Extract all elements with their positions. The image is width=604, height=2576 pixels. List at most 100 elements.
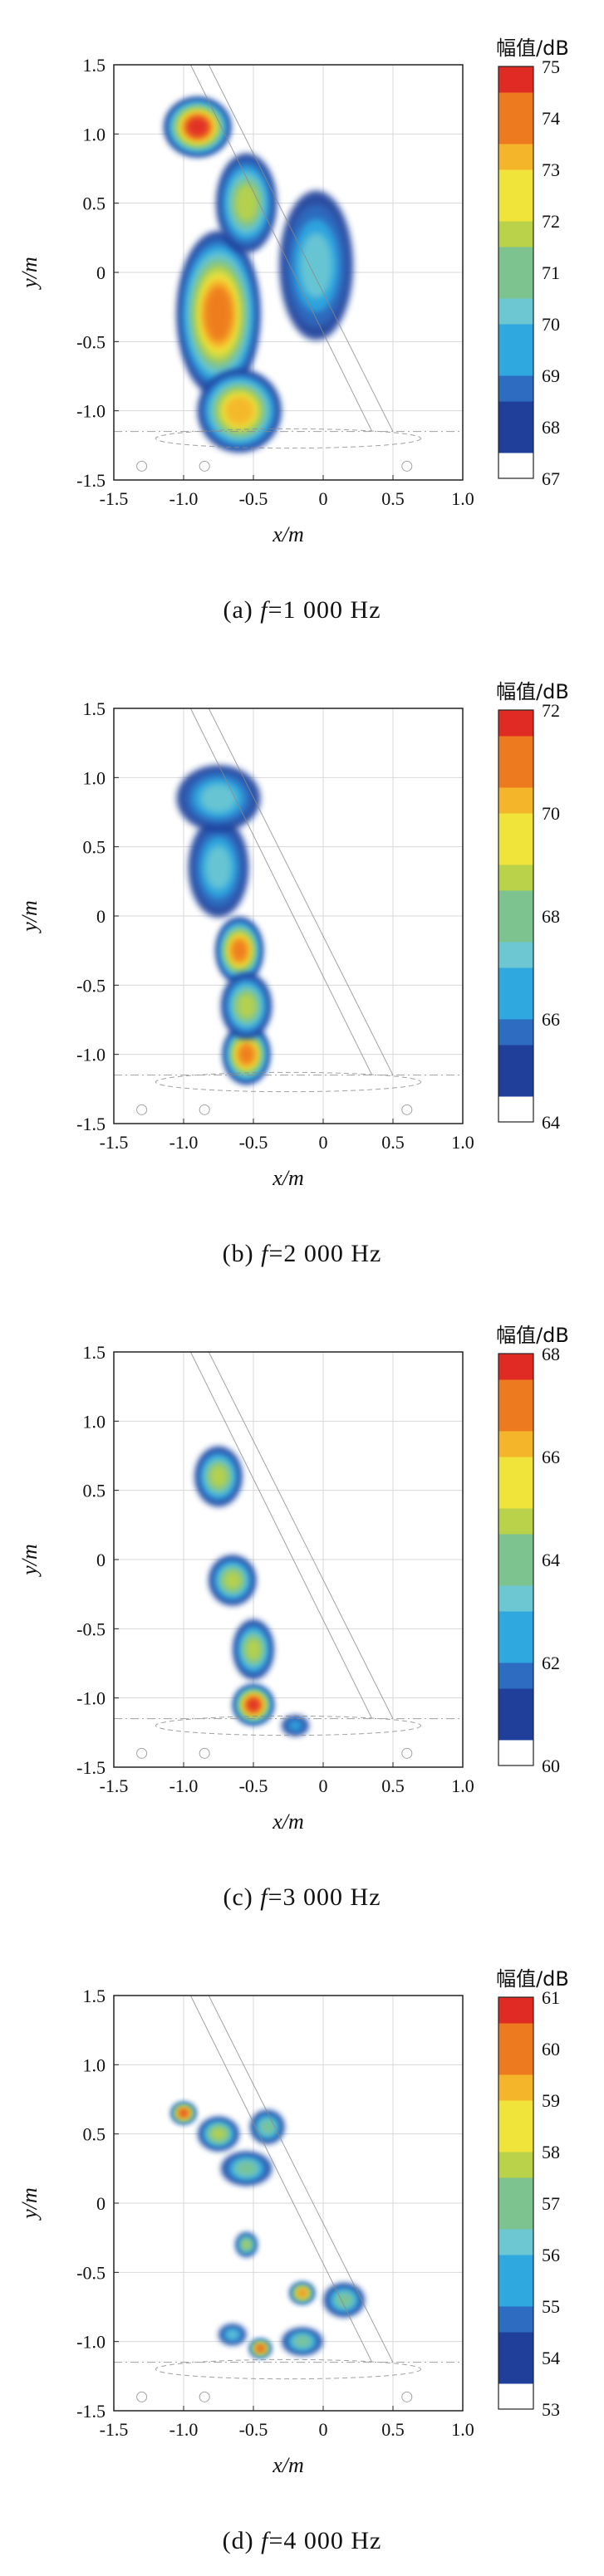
heatmap-layer: [176, 765, 272, 1085]
colorbar-segment: [498, 993, 533, 1020]
heatmap-layer: [164, 97, 353, 453]
heat-contour: [179, 2109, 188, 2117]
colorbar-segment: [498, 1457, 533, 1483]
colorbar-tick-label: 58: [542, 2142, 560, 2162]
colorbar-tick-label: 67: [542, 468, 560, 489]
y-tick-label: 1.0: [83, 1411, 106, 1432]
colorbar-tick-label: 61: [542, 1987, 560, 2008]
structure-base: [155, 428, 422, 449]
colorbar-segment: [498, 1714, 533, 1741]
x-tick-label: -0.5: [239, 2419, 268, 2440]
x-tick-label: -1.5: [100, 1132, 129, 1153]
structure-wheel: [401, 1747, 413, 1759]
colorbar-segment: [498, 2126, 533, 2152]
x-tick-label: 1.0: [451, 1775, 474, 1796]
chart-panel-d: -1.5 -1.0 -0.5 0 0.5 1.0 1.5 1.0 0.5 0 -0.5 -1.0 -1.…: [0, 1931, 604, 2574]
colorbar-tick-label: 70: [542, 803, 560, 824]
colorbar-segment: [498, 2306, 533, 2333]
structure-edge: [189, 1351, 373, 1719]
colorbar-segment: [498, 1508, 533, 1535]
y-tick-label: -1.5: [76, 1114, 106, 1134]
colorbar-segment: [498, 1663, 533, 1689]
y-tick-label: 1.0: [83, 767, 106, 788]
y-tick-label: -1.5: [76, 470, 106, 491]
heat-contour: [205, 845, 232, 889]
y-tick-label: 0.5: [83, 2124, 106, 2145]
caption-value: =3 000 Hz: [268, 1883, 381, 1911]
colorbar-segment: [498, 1096, 533, 1123]
structure-outline: [114, 1351, 463, 1759]
y-tick-label: 1.5: [83, 55, 106, 76]
colorbar-tick-label: 54: [542, 2348, 560, 2368]
heat-contour: [336, 2293, 352, 2307]
colorbar-segment: [498, 298, 533, 325]
colorbar-segment: [498, 1637, 533, 1663]
structure-edge: [189, 64, 373, 432]
colorbar-tick-label: 66: [542, 1009, 560, 1030]
y-tick-label: 0: [96, 2193, 106, 2214]
colorbar-tick-label: 70: [542, 314, 560, 335]
colorbar-segment: [498, 1379, 533, 1406]
colorbar-title: 幅值/dB: [496, 1967, 569, 1991]
structure-wheel: [199, 1747, 210, 1759]
colorbar-segment: [498, 2100, 533, 2127]
caption-variable: f: [260, 596, 268, 624]
chart-caption: (c) f=3 000 Hz: [0, 1883, 604, 1912]
x-tick-label: -1.5: [100, 488, 129, 509]
heat-contour: [288, 1721, 302, 1731]
heat-contour: [294, 2336, 311, 2348]
colorbar-segment: [498, 736, 533, 762]
structure-base: [155, 1071, 422, 1093]
colorbar-tick-label: 56: [542, 2245, 560, 2265]
y-tick-label: -1.0: [76, 401, 106, 422]
x-tick-label: -1.0: [169, 2419, 199, 2440]
colorbar-segment: [498, 2177, 533, 2204]
colorbar-segment: [498, 272, 533, 299]
colorbar-segment: [498, 2049, 533, 2075]
colorbar-segment: [498, 2358, 533, 2384]
y-tick-label: 0.5: [83, 837, 106, 858]
colorbar-segment: [498, 2383, 533, 2410]
x-tick-label: -0.5: [239, 488, 268, 509]
colorbar-segment: [498, 1560, 533, 1586]
y-tick-label: 1.0: [83, 2054, 106, 2075]
colorbar-segment: [498, 1482, 533, 1509]
structure-wheel: [199, 460, 210, 472]
y-axis-label: y/m: [17, 257, 42, 291]
chart-caption: (a) f=1 000 Hz: [0, 596, 604, 624]
heat-contour: [238, 1044, 255, 1065]
y-tick-label: -1.0: [76, 1688, 106, 1709]
heatmap-layer: [194, 1447, 309, 1736]
chart-caption: (b) f=2 000 Hz: [0, 1240, 604, 1268]
structure-wheel: [136, 1747, 148, 1759]
colorbar-segment: [498, 710, 533, 737]
colorbar-frame: [498, 709, 534, 1123]
colorbar-segment: [498, 2255, 533, 2281]
heat-contour: [224, 396, 254, 425]
heat-contour: [257, 2345, 264, 2352]
structure-edge: [189, 1995, 373, 2363]
structure-wheel: [136, 2391, 148, 2402]
colorbar-segment: [498, 195, 533, 222]
structure-wheel: [199, 1104, 210, 1115]
chart-svg: -1.5 -1.0 -0.5 0 0.5 1.0 1.5 1.0 0.5 0 -0.5 -1.0 -1.…: [17, 1324, 569, 1834]
y-tick-label: -1.0: [76, 2332, 106, 2353]
heat-contour: [236, 2162, 257, 2176]
structure-edge: [208, 708, 394, 1075]
colorbar-segment: [498, 118, 533, 144]
x-axis-label: x/m: [272, 1166, 304, 1190]
y-tick-label: -1.5: [76, 1757, 106, 1778]
caption-variable: f: [261, 2527, 269, 2554]
colorbar-segment: [498, 221, 533, 247]
structure-wheel: [199, 2391, 210, 2402]
structure-outline: [114, 64, 463, 472]
colorbar-tick-label: 57: [542, 2193, 560, 2214]
colorbar-segment: [498, 1431, 533, 1457]
x-tick-label: 0.5: [381, 488, 405, 509]
y-tick-label: 1.5: [83, 1986, 106, 2006]
y-tick-label: 1.0: [83, 124, 106, 144]
y-tick-label: 1.5: [83, 1342, 106, 1363]
colorbar-tick-label: 64: [542, 1550, 560, 1570]
colorbar-segment: [498, 2229, 533, 2255]
colorbar-frame: [498, 1353, 534, 1766]
